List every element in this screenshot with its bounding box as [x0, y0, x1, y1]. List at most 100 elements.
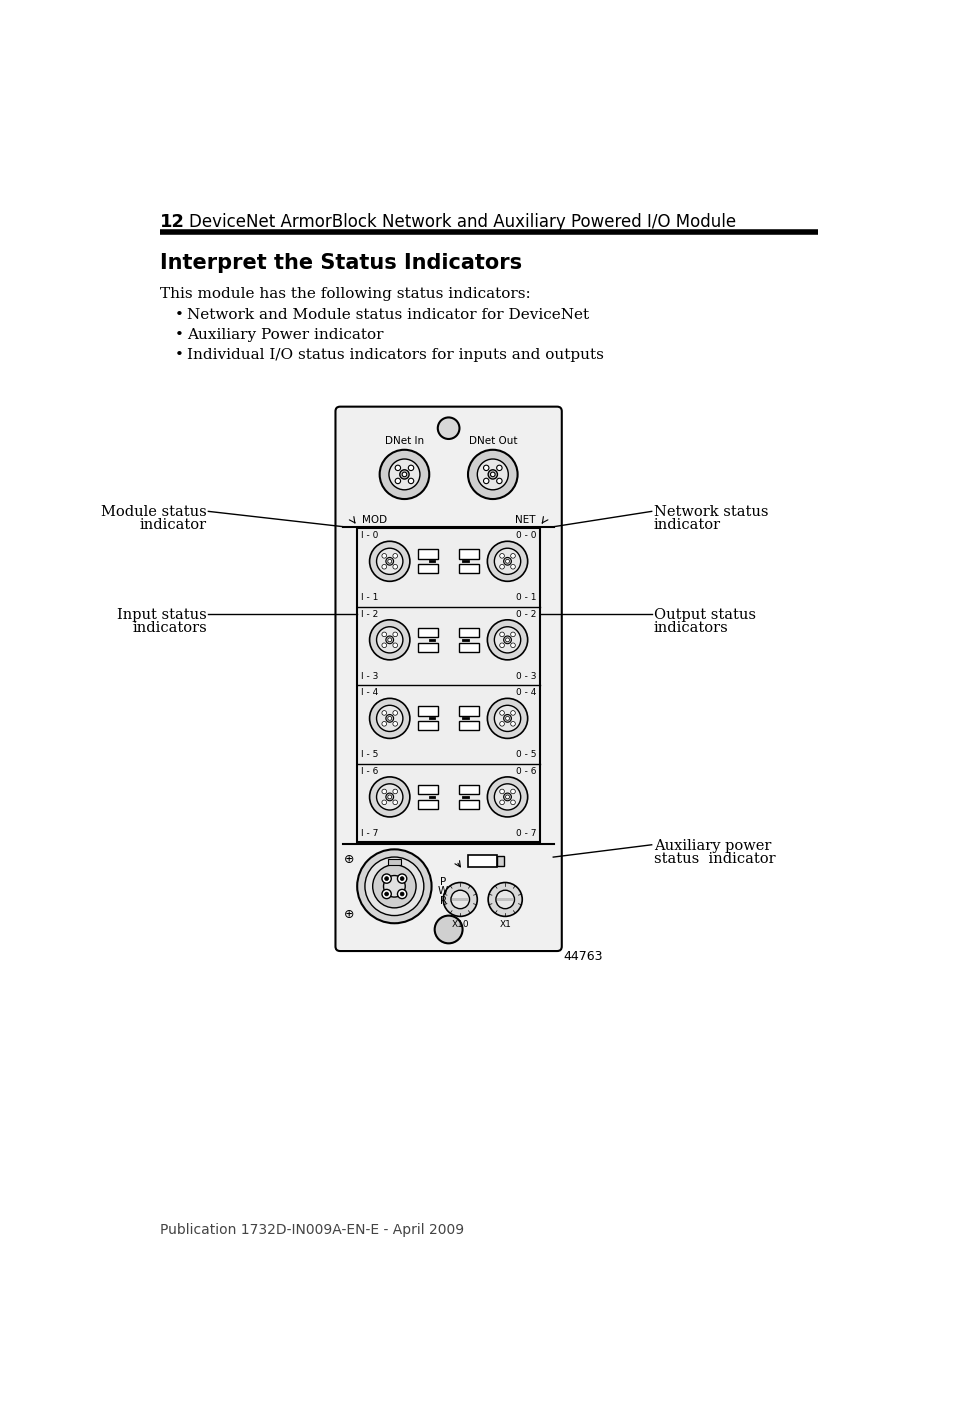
- Circle shape: [384, 877, 388, 880]
- Circle shape: [505, 717, 509, 720]
- Text: •: •: [174, 328, 184, 342]
- Circle shape: [393, 564, 397, 569]
- Text: 0 - 3: 0 - 3: [516, 672, 536, 681]
- Text: I - 5: I - 5: [360, 749, 378, 759]
- Text: •: •: [174, 349, 184, 363]
- Circle shape: [483, 465, 489, 471]
- Text: indicator: indicator: [139, 519, 207, 533]
- Circle shape: [385, 793, 394, 801]
- Circle shape: [510, 721, 515, 725]
- Circle shape: [510, 800, 515, 804]
- Text: Auxiliary Power indicator: Auxiliary Power indicator: [187, 328, 383, 342]
- Circle shape: [369, 699, 410, 738]
- Text: Individual I/O status indicators for inputs and outputs: Individual I/O status indicators for inp…: [187, 349, 603, 363]
- Bar: [459, 643, 478, 652]
- Text: NET: NET: [515, 515, 535, 526]
- Circle shape: [393, 710, 397, 716]
- Circle shape: [389, 458, 419, 489]
- Bar: [497, 898, 513, 901]
- Circle shape: [505, 638, 509, 641]
- Circle shape: [499, 554, 504, 558]
- Circle shape: [399, 891, 404, 896]
- Circle shape: [381, 789, 386, 794]
- Text: I - 7: I - 7: [360, 828, 378, 838]
- Text: X1: X1: [498, 921, 511, 929]
- Circle shape: [510, 710, 515, 716]
- Bar: [388, 859, 400, 865]
- Text: status  indicator: status indicator: [654, 852, 775, 866]
- Circle shape: [499, 633, 504, 637]
- Circle shape: [376, 627, 402, 652]
- Text: Module status: Module status: [101, 505, 207, 519]
- Circle shape: [393, 789, 397, 794]
- Circle shape: [381, 890, 391, 898]
- Text: I - 4: I - 4: [360, 689, 378, 697]
- Circle shape: [381, 800, 386, 804]
- Circle shape: [408, 478, 414, 484]
- Circle shape: [395, 465, 400, 471]
- Circle shape: [499, 643, 504, 648]
- Circle shape: [487, 620, 527, 659]
- Circle shape: [494, 627, 520, 652]
- Bar: [418, 628, 437, 637]
- Circle shape: [376, 783, 402, 810]
- Text: Network status: Network status: [654, 505, 768, 519]
- Circle shape: [399, 470, 409, 479]
- Circle shape: [381, 554, 386, 558]
- Bar: [418, 706, 437, 716]
- Text: This module has the following status indicators:: This module has the following status ind…: [159, 287, 530, 301]
- Text: I - 6: I - 6: [360, 768, 378, 776]
- Bar: [418, 564, 437, 574]
- Text: DNet In: DNet In: [384, 436, 423, 446]
- Text: ⊕: ⊕: [344, 908, 355, 921]
- Circle shape: [443, 883, 476, 917]
- Circle shape: [496, 890, 514, 908]
- Circle shape: [503, 714, 511, 723]
- Circle shape: [510, 633, 515, 637]
- Bar: [497, 856, 503, 866]
- Circle shape: [487, 699, 527, 738]
- Circle shape: [381, 633, 386, 637]
- Text: 0 - 2: 0 - 2: [516, 610, 536, 619]
- Circle shape: [376, 548, 402, 575]
- Text: 0 - 1: 0 - 1: [516, 593, 536, 602]
- Circle shape: [385, 557, 394, 565]
- Circle shape: [499, 564, 504, 569]
- Text: 0 - 7: 0 - 7: [516, 828, 536, 838]
- Text: I - 2: I - 2: [360, 610, 378, 619]
- Text: indicators: indicators: [132, 620, 207, 634]
- Bar: [356, 529, 539, 842]
- Text: indicator: indicator: [654, 519, 720, 533]
- FancyBboxPatch shape: [335, 406, 561, 950]
- Circle shape: [393, 721, 397, 725]
- Bar: [418, 721, 437, 730]
- Circle shape: [494, 783, 520, 810]
- Bar: [459, 800, 478, 808]
- Text: W: W: [437, 886, 448, 896]
- Circle shape: [387, 794, 392, 799]
- Text: 44763: 44763: [562, 950, 602, 963]
- Circle shape: [510, 643, 515, 648]
- Text: Input status: Input status: [117, 607, 207, 621]
- Circle shape: [510, 554, 515, 558]
- Circle shape: [387, 638, 392, 641]
- Bar: [418, 785, 437, 794]
- Circle shape: [497, 465, 501, 471]
- Text: I - 0: I - 0: [360, 531, 378, 540]
- Circle shape: [369, 620, 410, 659]
- Circle shape: [399, 877, 404, 880]
- Circle shape: [379, 450, 429, 499]
- Text: MOD: MOD: [361, 515, 387, 526]
- Circle shape: [510, 789, 515, 794]
- Circle shape: [505, 560, 509, 564]
- Circle shape: [435, 915, 462, 943]
- Circle shape: [499, 789, 504, 794]
- Bar: [459, 564, 478, 574]
- Circle shape: [384, 891, 388, 896]
- Text: •: •: [174, 308, 184, 322]
- Bar: [459, 706, 478, 716]
- Text: DNet Out: DNet Out: [468, 436, 517, 446]
- Circle shape: [395, 478, 400, 484]
- Circle shape: [369, 541, 410, 581]
- Text: ⊕: ⊕: [344, 853, 355, 866]
